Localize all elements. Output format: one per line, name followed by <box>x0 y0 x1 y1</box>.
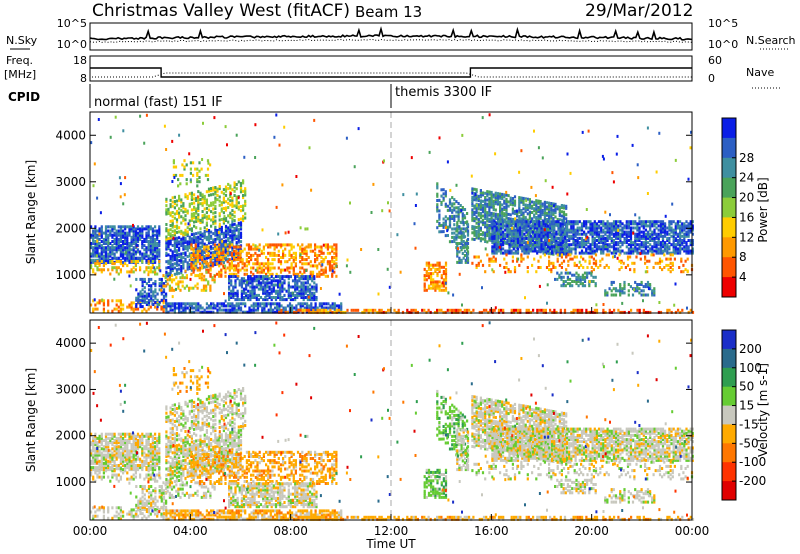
cpid-segment-2: themis 3300 IF <box>395 85 492 100</box>
cpid-segment-1: normal (fast) 151 IF <box>94 95 223 110</box>
noise-right-tick-bottom: 10^0 <box>708 38 738 51</box>
station-title: Christmas Valley West (fitACF) <box>92 1 350 21</box>
colorbar-tick-label: 20 <box>739 191 754 205</box>
nave-tick-top: 60 <box>708 54 722 67</box>
nave-series-line <box>89 72 692 78</box>
freq-unit-label: [MHz] <box>4 68 36 81</box>
beam-title: Beam 13 <box>355 3 422 21</box>
nsky-series-line <box>89 26 693 41</box>
power-panel: 1000 2000 3000 4000 Slant Range [km] 4 8 12 16… <box>24 111 770 314</box>
colorbar-swatch <box>722 177 736 199</box>
colorbar-swatch <box>722 157 736 179</box>
colorbar-swatch <box>722 277 736 298</box>
velocity-x-axis: 00:00 04:00 08:00 12:00 16:00 20:00 00:00 <box>73 307 710 538</box>
velocity-y-axis: 1000 2000 3000 4000 <box>55 336 692 489</box>
colorbar-tick-label: 24 <box>739 171 754 185</box>
colorbar-swatch <box>722 237 736 258</box>
nsearch-series-line <box>89 38 693 43</box>
nsky-label: N.Sky <box>6 34 38 47</box>
xtick-label: 20:00 <box>574 524 609 538</box>
ytick-label: 4000 <box>55 336 86 350</box>
ytick-label: 3000 <box>55 175 86 189</box>
colorbar-tick-label: 200 <box>739 342 762 356</box>
velocity-colorbar: 200 100 50 15 -15 -50 -100 -200 <box>721 329 766 501</box>
colorbar-tick-label: -50 <box>739 436 759 450</box>
colorbar-tick-label: 15 <box>739 399 754 413</box>
xtick-label: 08:00 <box>273 524 308 538</box>
colorbar-swatch <box>722 197 736 218</box>
colorbar-tick-label: 16 <box>739 210 754 224</box>
ytick-label: 2000 <box>55 429 86 443</box>
freq-series-line <box>90 67 692 78</box>
noise-panel: N.Sky N.Search 10^5 10^0 10^5 10^0 <box>6 17 796 51</box>
date-title: 29/Mar/2012 <box>585 1 693 21</box>
ytick-label: 4000 <box>55 128 86 142</box>
xtick-label: 00:00 <box>675 524 710 538</box>
colorbar-swatch <box>722 443 736 463</box>
freq-tick-top: 18 <box>73 54 87 67</box>
colorbar-tick-label: 8 <box>739 250 747 264</box>
colorbar-swatch <box>722 462 736 482</box>
colorbar-swatch <box>722 424 736 444</box>
colorbar-tick-label: 12 <box>739 230 754 244</box>
colorbar-frame <box>721 329 737 501</box>
colorbar-swatch <box>722 481 736 501</box>
colorbar-frame <box>721 117 737 298</box>
velocity-xlabel: Time UT <box>365 537 416 551</box>
colorbar-swatch <box>722 330 736 350</box>
ytick-label: 3000 <box>55 382 86 396</box>
power-colorbar: 4 8 12 16 20 24 28 <box>721 117 754 298</box>
colorbar-swatch <box>722 405 736 425</box>
colorbar-tick-label: 4 <box>739 270 747 284</box>
ytick-label: 1000 <box>55 268 86 282</box>
power-colorbar-label: Power [dB] <box>756 177 770 242</box>
ytick-label: 2000 <box>55 221 86 235</box>
colorbar-tick-label: -100 <box>739 455 766 469</box>
noise-left-tick-top: 10^5 <box>57 17 87 30</box>
xtick-label: 16:00 <box>474 524 509 538</box>
colorbar-swatch <box>722 257 736 278</box>
colorbar-tick-label: 28 <box>739 151 754 165</box>
colorbar-tick-label: -15 <box>739 417 759 431</box>
colorbar-swatch <box>722 367 736 388</box>
colorbar-tick-label: -200 <box>739 474 766 488</box>
velocity-colorbar-label: Velocity [m s-1] <box>756 363 770 457</box>
xtick-label: 00:00 <box>73 524 108 538</box>
power-y-axis: 1000 2000 3000 4000 <box>55 128 692 282</box>
xtick-label: 12:00 <box>374 524 409 538</box>
noise-left-tick-bottom: 10^0 <box>57 38 87 51</box>
colorbar-tick-label: 50 <box>739 380 754 394</box>
colorbar-swatch <box>722 137 736 159</box>
power-heatmap-cells <box>90 113 695 314</box>
colorbar-swatch <box>722 348 736 369</box>
velocity-ylabel: Slant Range [km] <box>24 368 38 472</box>
velocity-heatmap-cells <box>90 321 695 521</box>
frequency-panel: Freq. [MHz] 18 8 60 0 Nave <box>4 54 780 89</box>
colorbar-swatch <box>722 217 736 238</box>
cpid-row: CPID normal (fast) 151 IF themis 3300 IF <box>8 84 492 110</box>
nave-label: Nave <box>746 66 774 79</box>
freq-label: Freq. <box>6 54 33 67</box>
cpid-label: CPID <box>8 90 40 104</box>
noise-right-tick-top: 10^5 <box>708 17 738 30</box>
colorbar-swatch <box>722 386 736 407</box>
freq-tick-bottom: 8 <box>80 72 87 85</box>
nsearch-label: N.Search <box>746 34 796 47</box>
ytick-label: 1000 <box>55 475 86 489</box>
xtick-label: 04:00 <box>173 524 208 538</box>
colorbar-swatch <box>722 118 736 139</box>
colorbar-tick-label: 100 <box>739 361 762 375</box>
nave-tick-bottom: 0 <box>708 72 715 85</box>
power-ylabel: Slant Range [km] <box>24 160 38 264</box>
